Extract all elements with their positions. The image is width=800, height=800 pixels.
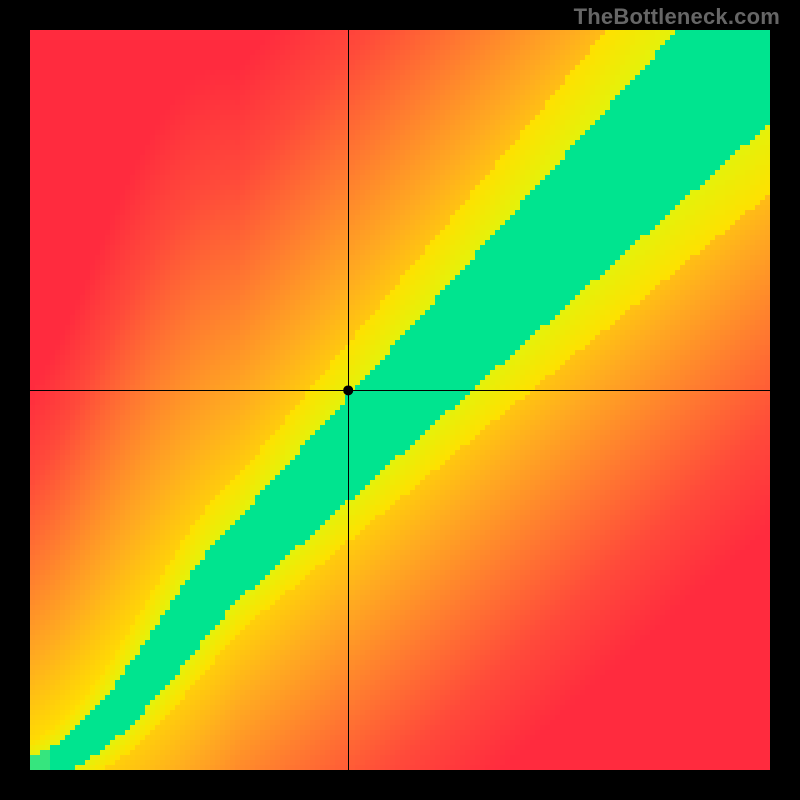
watermark-text: TheBottleneck.com [574, 4, 780, 30]
bottleneck-heatmap [30, 30, 770, 770]
